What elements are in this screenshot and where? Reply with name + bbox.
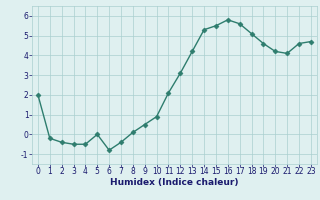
X-axis label: Humidex (Indice chaleur): Humidex (Indice chaleur) [110, 178, 239, 187]
